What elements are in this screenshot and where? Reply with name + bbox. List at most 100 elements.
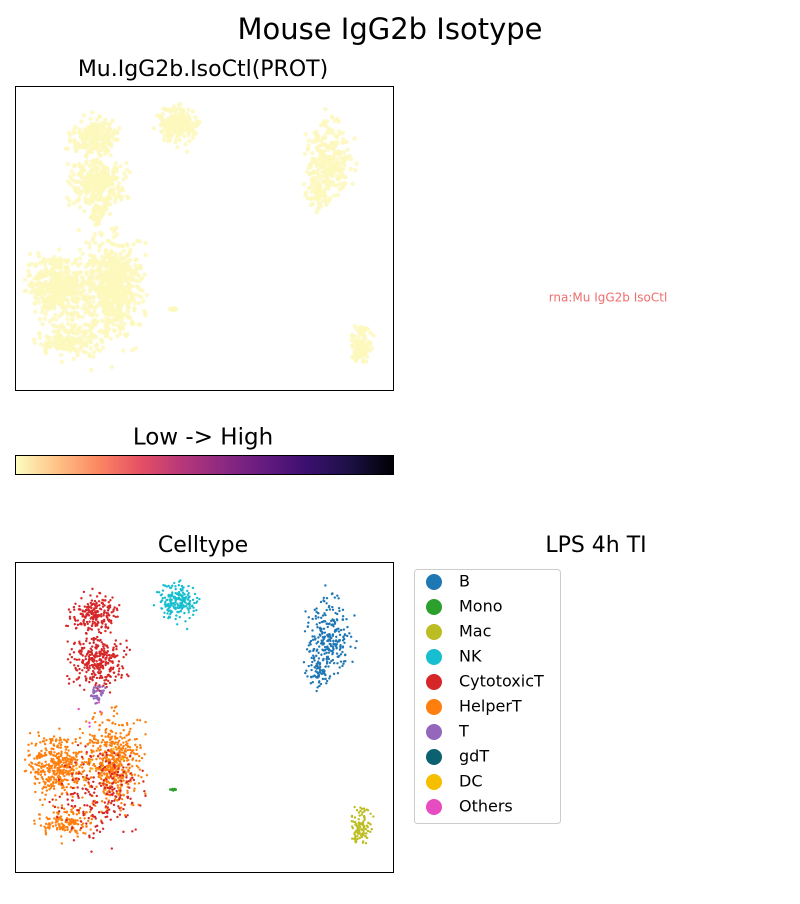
cell-point <box>174 585 177 588</box>
cell-point <box>121 171 127 176</box>
cell-point <box>365 327 371 332</box>
cell-point <box>78 344 84 350</box>
cell-point <box>355 639 358 643</box>
cell-point <box>42 740 46 743</box>
cell-point <box>84 159 89 164</box>
cell-point <box>321 121 326 126</box>
cell-point <box>64 329 69 334</box>
cell-point <box>81 288 87 294</box>
cell-point <box>351 660 354 664</box>
cell-point <box>173 139 178 145</box>
cell-point <box>132 789 136 792</box>
cell-point <box>324 665 327 668</box>
cell-point <box>111 266 116 272</box>
cell-point <box>334 140 340 145</box>
cell-point <box>307 616 310 619</box>
cell-point <box>73 124 78 130</box>
cell-point <box>67 280 73 285</box>
cell-point <box>97 767 100 771</box>
cell-point <box>87 614 91 617</box>
cell-point <box>181 121 186 126</box>
cell-point <box>144 720 147 724</box>
cell-point <box>70 808 73 811</box>
cell-point <box>93 240 98 246</box>
cell-point <box>362 807 366 810</box>
cell-point <box>33 782 37 785</box>
cell-point <box>87 352 92 357</box>
cell-point <box>354 839 357 843</box>
cell-point <box>22 277 28 283</box>
cell-point <box>84 655 87 658</box>
cell-point <box>317 143 322 148</box>
cell-point <box>330 623 333 627</box>
cell-point <box>349 635 353 638</box>
cell-point <box>125 740 128 743</box>
cell-point <box>135 759 138 762</box>
cell-point <box>138 322 143 328</box>
cell-point <box>117 315 123 320</box>
cell-point <box>44 786 48 789</box>
cell-point <box>23 288 29 293</box>
cell-point <box>160 607 163 610</box>
cell-point <box>82 810 85 814</box>
cell-point <box>121 326 126 331</box>
cell-point <box>43 773 47 776</box>
cell-point <box>123 736 126 739</box>
cell-point <box>320 160 326 166</box>
cell-point <box>95 749 98 752</box>
cell-point <box>119 302 125 307</box>
cell-point <box>331 605 334 609</box>
cell-point <box>93 734 96 738</box>
cell-point <box>75 678 78 681</box>
cell-point <box>112 608 115 611</box>
cell-point <box>313 185 319 191</box>
cell-point <box>119 789 122 792</box>
cell-point <box>328 634 332 638</box>
cell-point <box>70 305 76 310</box>
cell-point <box>102 779 105 782</box>
cell-point <box>56 811 59 814</box>
cell-point <box>76 171 82 177</box>
cell-point <box>127 732 131 735</box>
cell-point <box>161 106 166 111</box>
cell-point <box>116 786 120 789</box>
cell-point <box>325 679 329 683</box>
cell-point <box>159 600 163 604</box>
cell-point <box>326 633 329 637</box>
cell-point <box>65 273 70 278</box>
cell-point <box>70 329 76 334</box>
cell-point <box>74 619 77 622</box>
cell-point <box>336 594 339 597</box>
cell-point <box>187 608 190 612</box>
cell-point <box>310 668 313 672</box>
cell-point <box>137 766 140 769</box>
cell-point <box>84 657 88 661</box>
cell-point <box>30 742 33 745</box>
cell-point <box>74 830 78 834</box>
cell-point <box>76 196 82 202</box>
cell-point <box>104 247 109 253</box>
cell-point <box>185 112 190 117</box>
cell-point <box>103 323 109 328</box>
cell-point <box>335 646 338 649</box>
cell-point <box>345 147 350 153</box>
cell-point <box>57 247 62 252</box>
cell-point <box>51 798 54 801</box>
cell-point <box>41 787 44 790</box>
cell-point <box>184 595 188 599</box>
cell-point <box>62 283 68 288</box>
cell-point <box>66 301 71 307</box>
cell-point <box>89 367 94 373</box>
cell-point <box>68 755 71 758</box>
cell-point <box>328 166 334 171</box>
cell-point <box>178 116 184 121</box>
cell-point <box>56 775 60 779</box>
cell-point <box>198 597 201 601</box>
cell-point <box>59 743 63 747</box>
cell-point <box>304 671 307 675</box>
cell-point <box>314 617 318 620</box>
cell-point <box>328 642 331 646</box>
cell-point <box>78 338 84 343</box>
colorbar-label: Low -> High <box>133 425 273 451</box>
cell-point <box>91 235 96 241</box>
